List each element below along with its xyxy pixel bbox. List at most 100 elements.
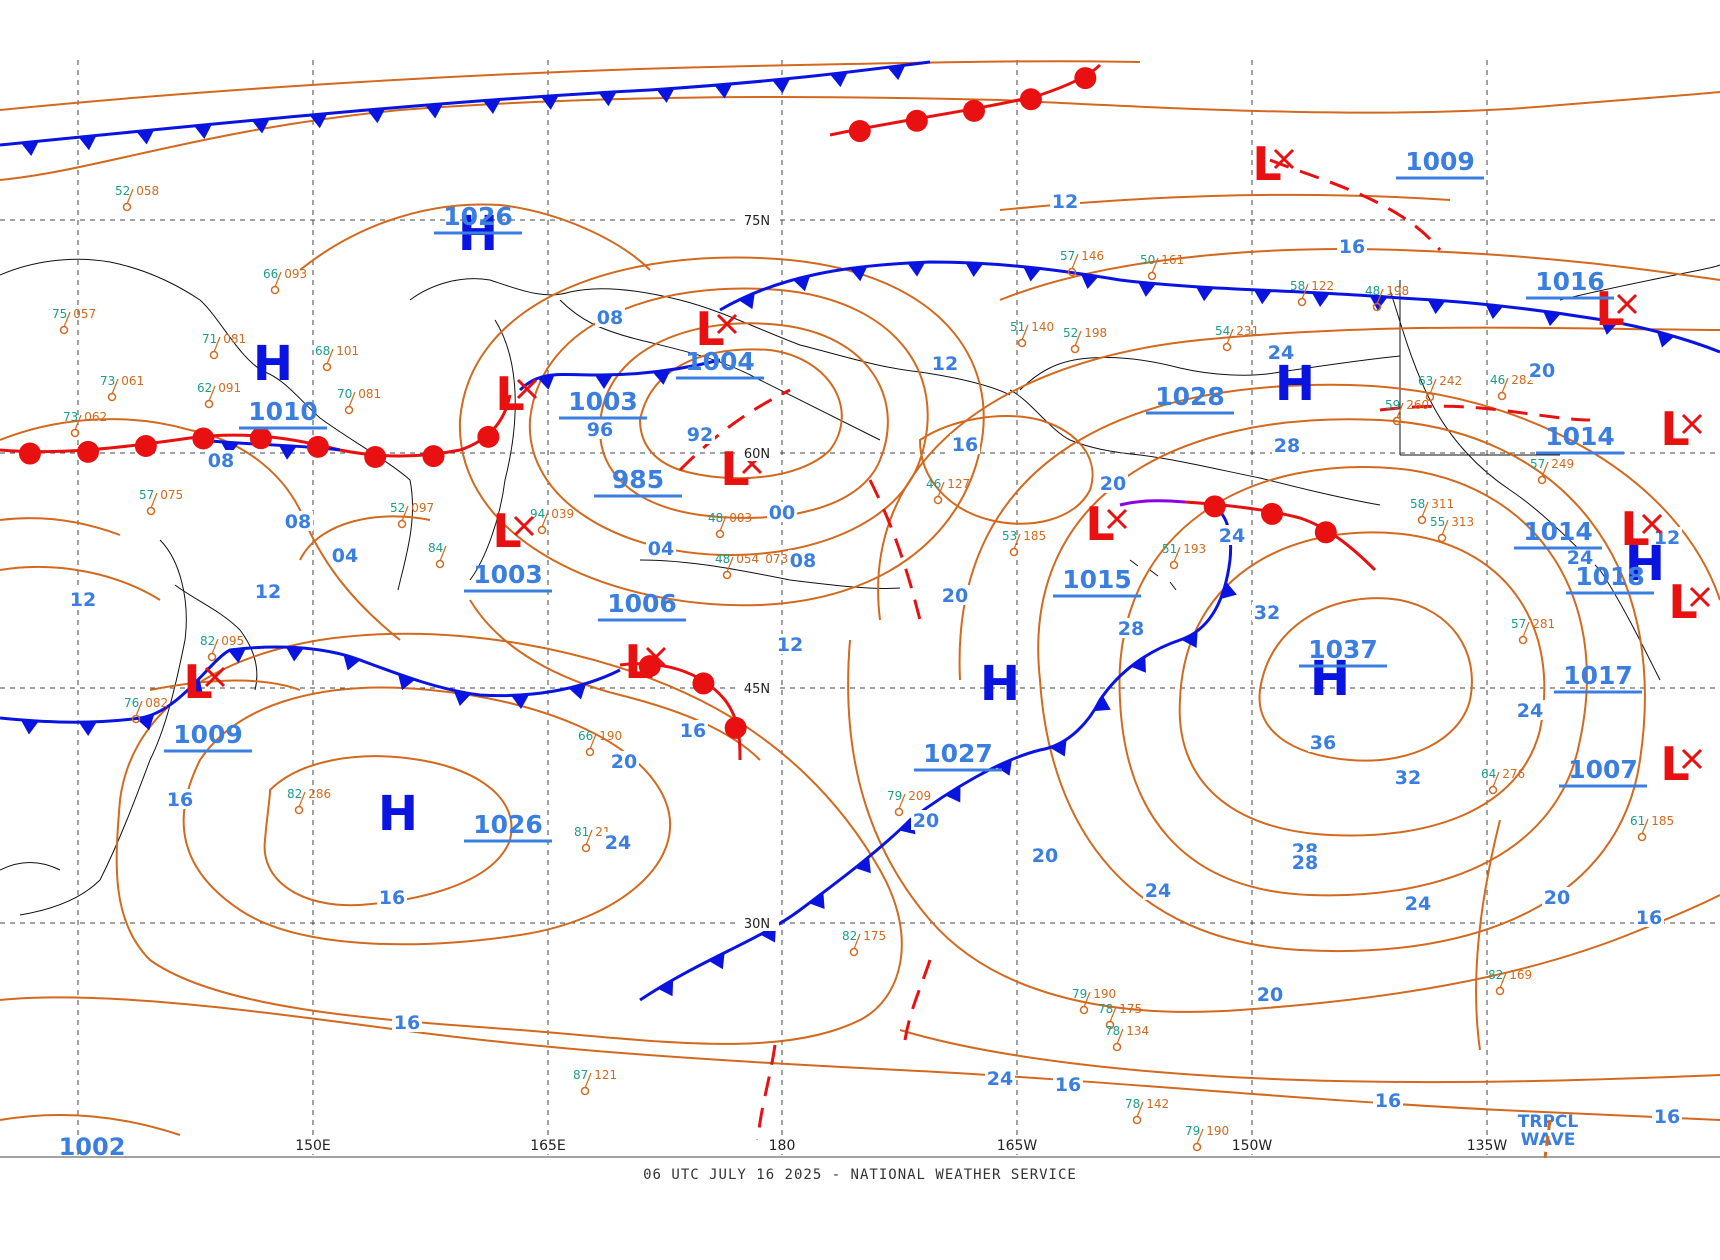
low-pressure-value: 1014 bbox=[1545, 422, 1615, 451]
station-values: 79 209 bbox=[887, 789, 931, 803]
station-plot: 94 039 bbox=[530, 507, 574, 535]
warm-front-scallop bbox=[1019, 88, 1042, 111]
station-plot: 58 311 bbox=[1410, 497, 1454, 525]
isobar-label-text: 36 bbox=[1310, 732, 1336, 754]
station-values: 48 054 073 bbox=[715, 552, 788, 566]
cold-front-barb bbox=[792, 275, 811, 292]
isobar-label: 24 bbox=[985, 1068, 1015, 1090]
isobar-label-text: 20 bbox=[1032, 845, 1058, 867]
cold-front-barb bbox=[1220, 581, 1237, 599]
station-plot: 61 185 bbox=[1630, 814, 1674, 842]
station-plot: 84 bbox=[428, 541, 447, 569]
isobar-label-text: 92 bbox=[687, 424, 713, 446]
coastlines bbox=[0, 258, 1720, 916]
isobar-label-text: 04 bbox=[332, 545, 358, 567]
low-pressure-center: L 1015 bbox=[1053, 497, 1141, 598]
station-values: 53 185 bbox=[1002, 529, 1046, 543]
station-values: 62 091 bbox=[197, 381, 241, 395]
isobar-label: 16 bbox=[165, 789, 195, 811]
low-center-x-mark bbox=[1106, 508, 1128, 530]
high-pressure-center: H 1010 bbox=[239, 336, 327, 430]
cold-front-barb bbox=[540, 95, 559, 110]
longitude-label: 165E bbox=[524, 1136, 572, 1154]
warm-front-scallop bbox=[77, 440, 100, 463]
high-symbol: H bbox=[1625, 536, 1665, 592]
high-symbol: H bbox=[980, 656, 1020, 712]
longitude-label: 135W bbox=[1463, 1136, 1511, 1154]
isobar-label: 04 bbox=[330, 545, 360, 567]
isobar-label-text: 08 bbox=[597, 307, 623, 329]
station-values: 61 185 bbox=[1630, 814, 1674, 828]
latitude-label-text: 60N bbox=[744, 447, 770, 462]
isobar-label-text: 12 bbox=[255, 581, 281, 603]
high-pressure-value: 1026 bbox=[473, 810, 543, 839]
station-plot: 64 276 bbox=[1481, 767, 1525, 795]
station-values: 63 242 bbox=[1418, 374, 1462, 388]
longitude-label-text: 150E bbox=[295, 1138, 331, 1154]
front-symbols bbox=[18, 65, 1675, 997]
cold-front-barb bbox=[482, 99, 501, 114]
cold-front-north bbox=[0, 60, 931, 147]
low-symbol: L bbox=[1620, 502, 1649, 556]
pressure-label: 1002 bbox=[59, 1133, 126, 1161]
isobar-label: 20 bbox=[609, 751, 639, 773]
station-plot: 70 081 bbox=[337, 387, 381, 415]
cold-front-barb bbox=[1369, 295, 1388, 311]
station-values: 64 276 bbox=[1481, 767, 1525, 781]
station-plot: 57 249 bbox=[1530, 457, 1574, 485]
station-plot: 68 101 bbox=[315, 344, 359, 372]
cold-front-barb bbox=[78, 721, 97, 737]
isobar-label-text: 24 bbox=[987, 1068, 1013, 1090]
cold-front-barb bbox=[136, 129, 155, 145]
warm-front-scallop bbox=[306, 435, 329, 458]
cold-front-barb bbox=[808, 892, 825, 910]
isobar-label: 20 bbox=[1098, 473, 1128, 495]
low-symbol: L bbox=[1660, 402, 1689, 456]
isobar-label-text: 12 bbox=[70, 589, 96, 611]
station-plot: 52 058 bbox=[115, 184, 159, 212]
cold-front-barb bbox=[657, 979, 674, 997]
station-values: 57 146 bbox=[1060, 249, 1104, 263]
trough-arctic bbox=[1269, 158, 1442, 251]
high-pressure-value: 1026 bbox=[443, 202, 513, 231]
high-symbol: H bbox=[378, 786, 418, 842]
axis-labels: 150E 165E 180 165W 150W 135W 75N 60N 45N 30N bbox=[289, 212, 1511, 1154]
isobar-label-text: 20 bbox=[1529, 360, 1555, 382]
latitude-label-text: 45N bbox=[744, 682, 770, 697]
station-values: 55 313 bbox=[1430, 515, 1474, 529]
cold-front-barb bbox=[425, 103, 444, 119]
cold-front-barb bbox=[220, 441, 239, 457]
low-pressure-value: 1003 bbox=[473, 560, 543, 589]
station-plot: 57 281 bbox=[1511, 617, 1555, 645]
low-symbol: L bbox=[695, 302, 724, 356]
warm-front-scallop bbox=[1203, 495, 1226, 518]
cold-front-barb bbox=[343, 654, 361, 671]
low-symbol: L bbox=[492, 504, 521, 558]
isobar-label: 28 bbox=[1290, 852, 1320, 874]
low-pressure-value: 1007 bbox=[1568, 755, 1638, 784]
isobar-label: 16 bbox=[1053, 1074, 1083, 1096]
warm-front-scallop bbox=[905, 109, 928, 132]
station-plot: 73 062 bbox=[63, 410, 107, 438]
station-plot: 63 242 bbox=[1418, 374, 1462, 402]
station-plot: 51 193 bbox=[1162, 542, 1206, 570]
cold-front-barb bbox=[594, 374, 613, 389]
cold-front-barb bbox=[708, 952, 725, 970]
cold-front-barb bbox=[228, 648, 246, 664]
cold-front-barb bbox=[849, 266, 868, 282]
station-plot: 66 190 bbox=[578, 729, 622, 757]
latitude-label: 30N bbox=[735, 915, 779, 932]
station-plot: 79 209 bbox=[887, 789, 931, 817]
cold-front-barb bbox=[907, 262, 926, 277]
station-plot: 54 231 bbox=[1215, 324, 1259, 352]
isobar-label-text: 12 bbox=[932, 353, 958, 375]
low-pressure-value: 1017 bbox=[1563, 661, 1633, 690]
low-symbol: L bbox=[1668, 575, 1697, 629]
isobar-label-text: 20 bbox=[611, 751, 637, 773]
isobar-label: 24 bbox=[1515, 700, 1545, 722]
isobar-label: 32 bbox=[1393, 767, 1423, 789]
map-background bbox=[0, 0, 1720, 1160]
